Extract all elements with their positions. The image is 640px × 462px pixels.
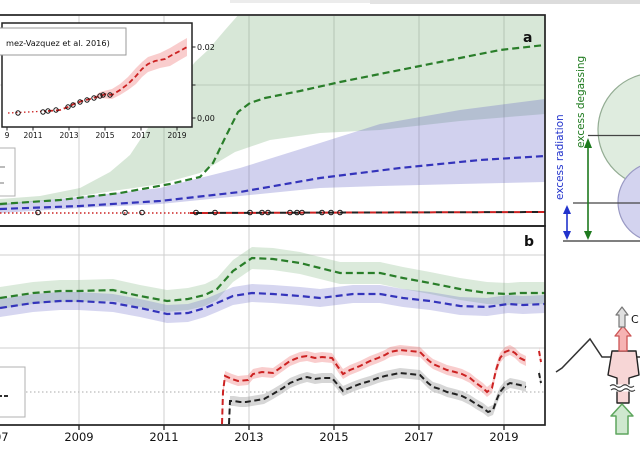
x-tick-label: 2017 (404, 430, 433, 444)
blue-band-a (0, 99, 545, 213)
small-gray-arrow (615, 306, 629, 328)
inset-marker-circle (84, 97, 90, 103)
inset-plot: mez-Vazquez et al. 2016) 9 2011 2013 2015 20… (0, 22, 215, 140)
data-marker-circle (193, 209, 199, 216)
inset-ticks: 9 2011 2013 2015 2017 2019 (5, 46, 196, 140)
x-tick-label: 2007 (0, 430, 9, 444)
right-diagram: excess degassing excess radiation C (554, 56, 640, 435)
panel-a-legend-fragment (0, 147, 16, 197)
magma-supply-arrow (610, 403, 634, 435)
x-tick-label: 2015 (319, 430, 348, 444)
inset-red-dashed (47, 46, 188, 112)
inset-marker-circle (100, 92, 106, 98)
inset-marker-circle (53, 107, 59, 113)
gridlines (0, 16, 545, 424)
inset-x-tick-label: 9 (5, 131, 10, 140)
panel-borders (0, 14, 546, 426)
inset-legend-label: mez-Vazquez et al. 2016) (6, 38, 110, 48)
inset-marker-circle (97, 93, 103, 99)
data-marker-circle (259, 209, 265, 216)
panel-b-label: b (524, 234, 534, 250)
inset-frame (1, 22, 193, 128)
gas-emission-arrow (614, 325, 632, 352)
data-marker-circle (319, 209, 325, 216)
data-marker-circle (212, 209, 218, 216)
blue-rate-b-band (0, 284, 545, 323)
excess-radiation-arrow (563, 205, 571, 240)
inset-marker-circle (107, 92, 113, 98)
inset-marker-circle (45, 108, 51, 114)
data-marker-circle (247, 209, 253, 216)
data-marker-circle (287, 209, 293, 216)
panel-a-content (0, 16, 546, 216)
inset-content (7, 38, 188, 116)
inset-x-tick-label: 2011 (23, 131, 42, 140)
black-rate-b (228, 371, 527, 424)
data-marker-circle (265, 209, 271, 216)
panel-a-label: a (523, 30, 532, 46)
degassing-circle (597, 74, 640, 186)
green-cumulative-a (0, 43, 546, 206)
x-axis: 2007 2009 2011 2013 2015 2017 2019 (0, 425, 519, 444)
excess-degassing-arrow (584, 138, 592, 240)
inset-x-tick-label: 2015 (95, 131, 114, 140)
inset-marker-circle (70, 102, 76, 108)
inset-pink-band (95, 38, 187, 99)
excess-degassing-label: excess degassing (575, 56, 587, 148)
inset-ytick-bottom: 0,00 (197, 114, 215, 123)
x-tick-label: 2013 (234, 430, 263, 444)
blue-rate-b (0, 291, 546, 316)
data-marker-circle (328, 209, 334, 216)
inset-marker-circle (65, 104, 71, 110)
inset-legend-box (0, 27, 127, 56)
green-rate-b (0, 256, 545, 303)
inset-marker-circle (77, 99, 83, 105)
inset-ytick-top: 0.02 (197, 43, 215, 52)
inset-marker-circle (15, 110, 21, 116)
data-marker-circle (299, 209, 305, 216)
volcano-conduit (607, 350, 640, 404)
red-rate-b-band (222, 345, 526, 424)
inset-x-tick-label: 2017 (131, 131, 150, 140)
inset-marker-circle (91, 95, 97, 101)
blue-cumulative-a (0, 154, 546, 211)
panel-b-content (0, 247, 546, 424)
inset-x-tick-label: 2013 (59, 131, 78, 140)
inset-marker-circle (40, 109, 46, 115)
black-rate-b-tail (538, 372, 542, 384)
data-marker-circle (122, 209, 128, 216)
black-rate-b-band (229, 368, 526, 424)
x-tick-label: 2011 (149, 430, 178, 444)
inset-x-tick-label: 2019 (167, 131, 186, 140)
excess-radiation-label: excess radiation (554, 114, 566, 200)
volcano-sketch: C (555, 306, 640, 435)
x-tick-label: 2009 (64, 430, 93, 444)
panel-b-legend-fragment (0, 366, 26, 418)
cropped-annotation-label: C (631, 313, 639, 326)
data-marker-circle (35, 209, 41, 216)
black-flat-dashed-a (189, 211, 546, 214)
red-rate-b-tail-band (539, 347, 541, 366)
cropped-top-strip (230, 0, 640, 4)
green-band-a (0, 16, 545, 206)
radiation-circle (617, 165, 640, 239)
red-rate-b-tail (538, 350, 542, 363)
data-marker-circle (139, 209, 145, 216)
data-marker-circle (337, 209, 343, 216)
x-tick-label: 2019 (489, 430, 518, 444)
red-rate-b (221, 348, 527, 424)
conduit-break-wave (609, 384, 635, 388)
mountain-ridge (555, 337, 612, 373)
